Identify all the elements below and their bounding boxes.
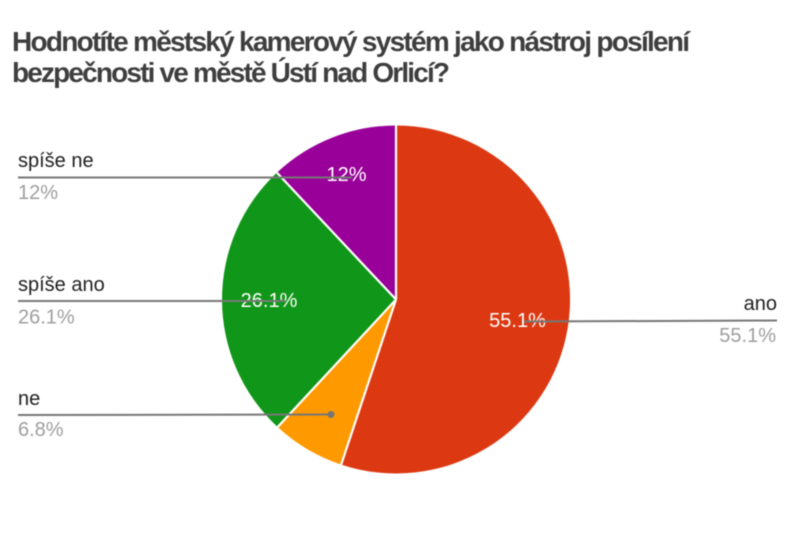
svg-text:55.1%: 55.1% <box>489 310 546 332</box>
svg-text:Hodnotíte městský kamerový sys: Hodnotíte městský kamerový systém jako n… <box>12 26 691 57</box>
svg-text:6.8%: 6.8% <box>18 419 64 441</box>
svg-text:12%: 12% <box>326 164 366 186</box>
svg-text:bezpečnosti ve městě Ústí nad: bezpečnosti ve městě Ústí nad Orlicí? <box>12 57 450 88</box>
svg-text:spíše ano: spíše ano <box>18 274 105 296</box>
svg-text:26.1%: 26.1% <box>18 307 75 329</box>
svg-text:55.1%: 55.1% <box>719 325 776 347</box>
svg-text:ne: ne <box>18 388 40 410</box>
svg-text:ano: ano <box>744 293 777 315</box>
svg-text:spíše ne: spíše ne <box>18 150 94 172</box>
svg-text:12%: 12% <box>18 182 58 204</box>
